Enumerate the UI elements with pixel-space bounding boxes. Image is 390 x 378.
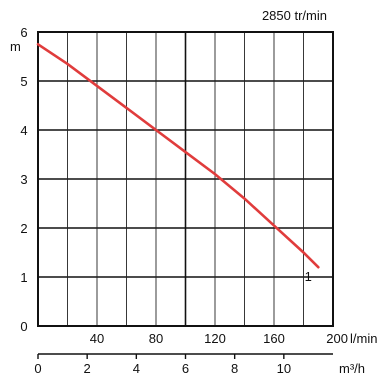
curves: 1 — [36, 43, 320, 284]
x-axis-unit-lpm: l/min — [350, 331, 377, 346]
x-tick-label-m3h: 0 — [34, 361, 41, 376]
y-tick-label: 3 — [20, 172, 27, 187]
series-curve-1 — [36, 43, 320, 269]
x-tick-label-lpm: 160 — [263, 331, 285, 346]
y-tick-label: 4 — [20, 123, 27, 138]
x-tick-label-m3h: 2 — [84, 361, 91, 376]
chart-title: 2850 tr/min — [262, 8, 327, 23]
x-tick-label-lpm: 40 — [90, 331, 104, 346]
y-tick-label: 0 — [20, 319, 27, 334]
plot-frame — [37, 31, 334, 327]
tick-labels: 0 1 2 3 4 5 6 40 80 120 160 200 0 2 4 6 8 10 — [20, 25, 348, 376]
x-tick-label-lpm: 120 — [204, 331, 226, 346]
x-tick-label-m3h: 10 — [277, 361, 291, 376]
x-tick-label-m3h: 8 — [231, 361, 238, 376]
y-tick-label: 6 — [20, 25, 27, 40]
y-axis-label: m — [10, 39, 21, 54]
y-tick-label: 5 — [20, 74, 27, 89]
x-tick-label-lpm: 200 — [326, 331, 348, 346]
y-tick-label: 1 — [20, 270, 27, 285]
x-tick-label-m3h: 6 — [182, 361, 189, 376]
x-axis-unit-m3h: m³/h — [339, 361, 365, 376]
chart-grid — [38, 32, 333, 326]
x-tick-label-m3h: 4 — [133, 361, 140, 376]
y-tick-label: 2 — [20, 221, 27, 236]
series-label: 1 — [305, 269, 312, 284]
x-tick-label-lpm: 80 — [149, 331, 163, 346]
